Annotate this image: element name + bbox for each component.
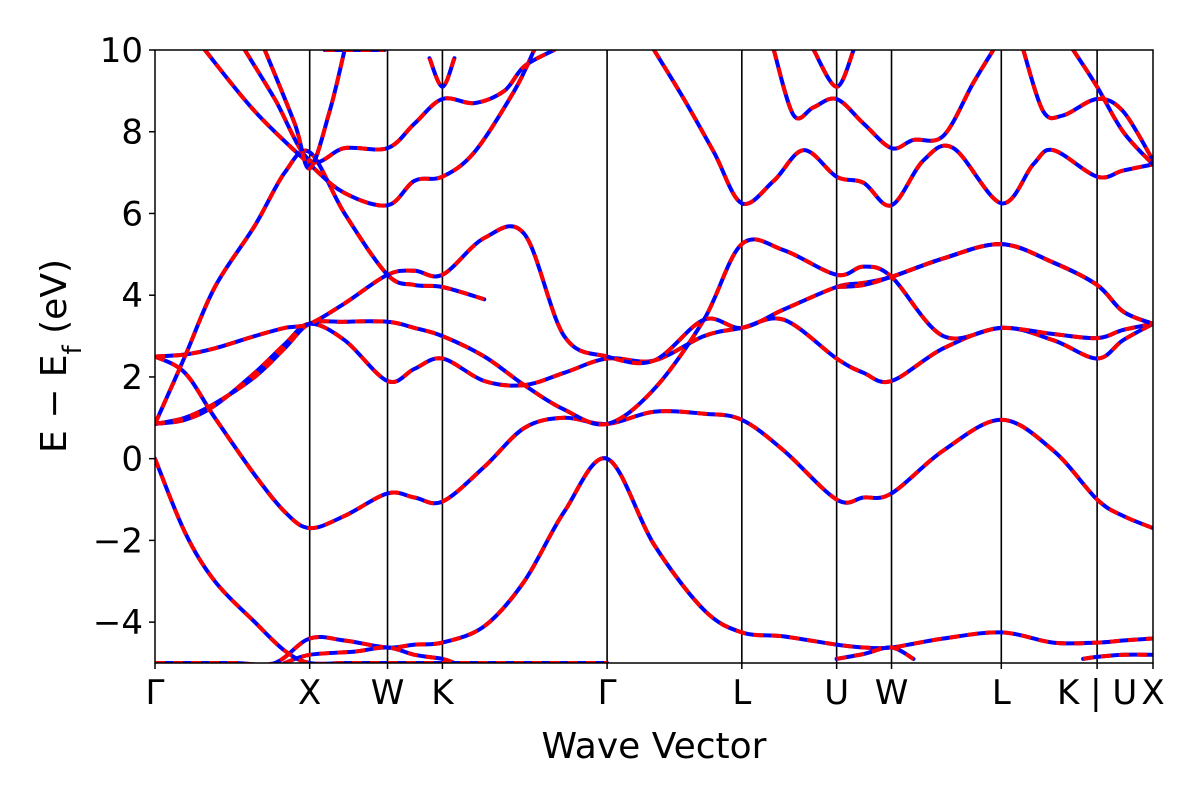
x-tick-label: W [371, 673, 405, 713]
y-axis-label-unit: (eV) [34, 259, 75, 345]
band-line-solid-7 [155, 237, 1153, 427]
x-tick-label: L [732, 673, 751, 713]
x-tick-label: U [824, 673, 849, 713]
y-tick-label: 4 [121, 276, 143, 316]
y-tick-label: −2 [93, 521, 143, 561]
band-line-solid-9 [155, 148, 487, 426]
band-line-dashed-6 [155, 316, 1153, 426]
band-line-dashed-3 [1082, 652, 1153, 661]
x-tick-label: K | U [1057, 673, 1137, 713]
y-axis-label-subscript: f [58, 344, 88, 354]
band-line-solid-17 [771, 50, 996, 151]
band-line-solid-18 [811, 50, 856, 89]
band-line-solid-12 [242, 50, 557, 165]
band-line-solid-0 [155, 456, 1153, 663]
band-line-dashed-15 [427, 57, 457, 89]
y-tick-label: 6 [121, 194, 143, 234]
band-line-dashed-20 [1071, 50, 1153, 166]
y-axis-ticks: −4 −2 0 2 4 6 8 10 [93, 31, 155, 643]
band-line-solid-10 [834, 242, 1153, 326]
band-line-dashed-18 [811, 50, 856, 89]
x-tick-label: Γ [598, 673, 617, 713]
y-axis-label-main: E − E [34, 354, 75, 453]
x-tick-label: X [1141, 673, 1164, 713]
x-tick-label: L [992, 673, 1011, 713]
band-line-dashed-17 [771, 50, 996, 151]
band-line-dashed-2 [836, 645, 915, 661]
x-tick-label: W [875, 673, 909, 713]
x-axis-label: Wave Vector [542, 726, 767, 767]
x-tick-label: Γ [146, 673, 165, 713]
band-line-dashed-4 [155, 457, 608, 663]
y-tick-label: 8 [121, 113, 143, 153]
band-line-solid-11 [202, 50, 537, 208]
band-line-dashed-7 [155, 237, 1153, 427]
plot-frame [154, 49, 1154, 664]
band-line-dashed-5 [155, 354, 1153, 531]
x-tick-label: X [298, 673, 321, 713]
band-line-solid-5 [155, 354, 1153, 531]
y-axis-label: E − Ef (eV) [34, 259, 88, 453]
y-tick-label: 0 [121, 440, 143, 480]
band-line-dashed-10 [836, 242, 1153, 326]
y-tick-label: 2 [121, 358, 143, 398]
band-line-dashed-11 [203, 50, 537, 208]
band-line-dashed-19 [1021, 50, 1153, 162]
y-tick-label: 10 [100, 31, 143, 71]
band-line-dashed-1 [284, 645, 456, 663]
high-symmetry-lines [308, 50, 1098, 663]
x-tick-label: K [431, 673, 455, 713]
band-line-solid-8 [155, 224, 1153, 366]
band-line-dashed-16 [652, 50, 1153, 208]
band-line-dashed-8 [155, 224, 1153, 366]
band-line-solid-6 [155, 316, 1153, 426]
band-line-dashed-13 [262, 50, 347, 171]
band-line-solid-4 [155, 456, 610, 663]
band-lines [155, 50, 1153, 663]
y-tick-label: −4 [93, 603, 143, 643]
band-line-dashed-0 [155, 456, 1153, 663]
